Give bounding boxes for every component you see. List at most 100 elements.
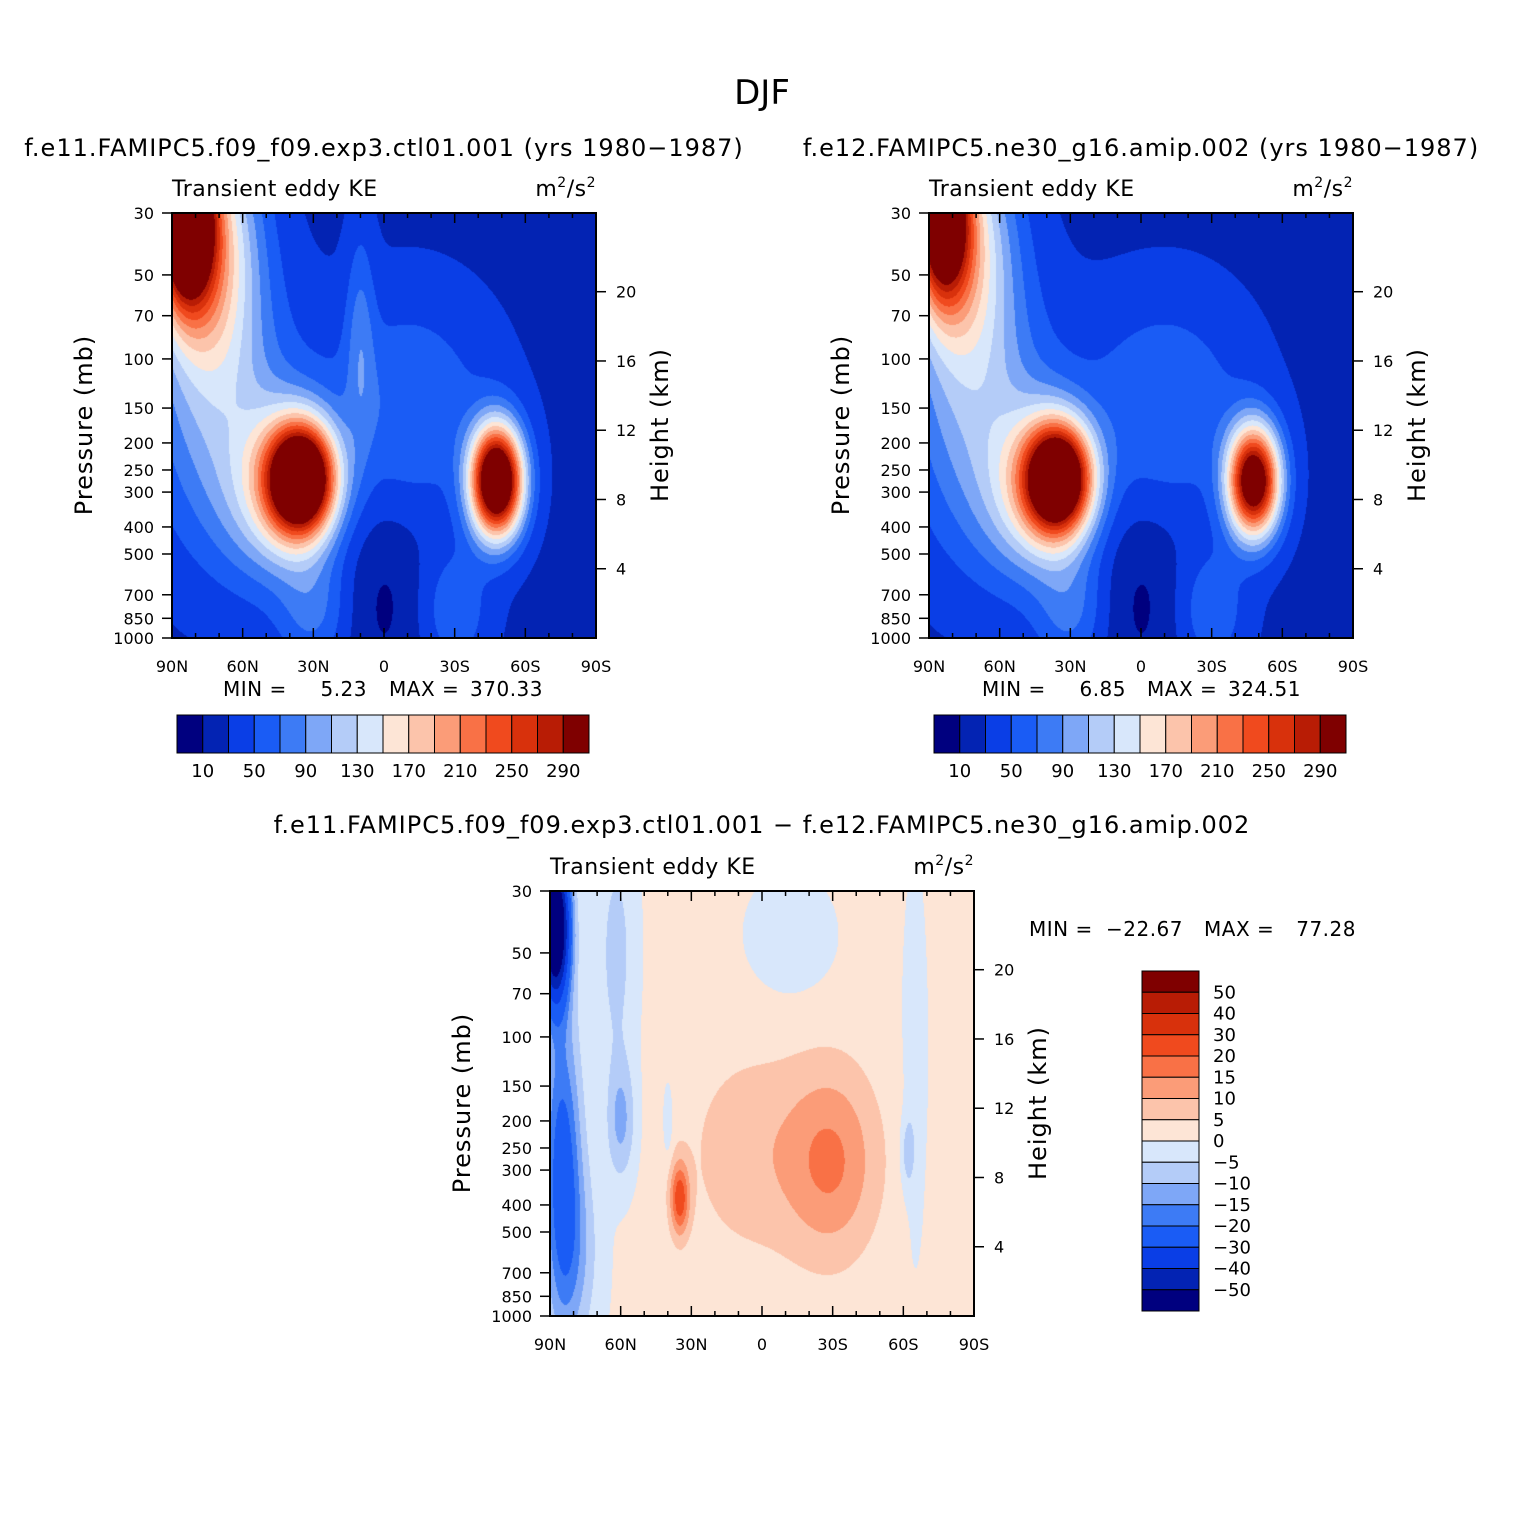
height-tick-label: 8 [616,490,626,509]
case1-title: f.e11.FAMIPC5.f09_f09.exp3.ctl01.001 (yr… [24,134,744,162]
case2-max-value: 324.51 [1228,677,1301,701]
y-tick-label: 50 [134,266,154,285]
height-tick-label: 12 [616,421,636,440]
y-tick-label: 70 [891,307,911,326]
y-tick-label: 200 [501,1112,532,1131]
height-tick-label: 4 [1373,560,1383,579]
height-tick-label: 16 [616,352,636,371]
colorbar-label: 130 [1097,761,1131,782]
colorbar-label: 90 [294,761,317,782]
colorbar-label: 90 [1051,761,1074,782]
panel-case2: f.e12.FAMIPC5.ne30_g16.amip.002 (yrs 198… [803,134,1478,782]
colorbar-label: 210 [1200,761,1234,782]
colorbar-swatch [1216,714,1244,754]
x-tick-label: 0 [1136,657,1146,676]
colorbar-swatch [537,714,564,754]
height-tick-label: 4 [616,560,626,579]
case2-max-label: MAX = [1147,677,1217,701]
y-tick-label: 50 [512,944,532,963]
x-tick-label: 30S [1196,657,1227,676]
height-tick-label: 4 [994,1238,1004,1257]
case1-right-ylabel: Height (km) [646,348,674,502]
colorbar-label: −30 [1213,1237,1251,1258]
difference-axes: 90N 60N 30N 0 30S 60S 90S 30 50 70 100 150 200 250 300… [491,882,1014,1354]
colorbar-swatch [176,714,204,754]
colorbar-swatch [1165,714,1192,754]
colorbar-swatch [356,714,384,754]
x-tick-label: 60S [888,1335,919,1354]
difference-heatmap [550,891,974,1316]
colorbar-swatch [562,714,590,754]
colorbar-swatch [1141,1268,1200,1291]
case1-colorbar: 10 50 90 130 170 210 250 290 [176,714,590,782]
colorbar-label: −40 [1213,1259,1251,1280]
height-tick-label: 20 [994,961,1014,980]
colorbar-swatch [1141,1246,1200,1269]
case1-min-label: MIN = [223,677,287,701]
difference-min-value: −22.67 [1106,917,1183,941]
colorbar-label: 10 [948,761,971,782]
case2-ylabel: Pressure (mb) [827,335,855,515]
figure-title: DJF [734,73,790,113]
colorbar-swatch [1319,714,1347,754]
colorbar-label: 210 [443,761,477,782]
height-tick-label: 8 [1373,490,1383,509]
x-tick-label: 60S [1267,657,1298,676]
y-tick-label: 70 [512,985,532,1004]
case1-heatmap [172,213,596,638]
colorbar-label: 170 [1149,761,1183,782]
colorbar-swatch [1268,714,1295,754]
colorbar-swatch [331,714,358,754]
y-tick-label: 250 [501,1139,532,1158]
case2-right-ylabel: Height (km) [1403,348,1431,502]
colorbar-swatch [228,714,255,754]
y-tick-label: 500 [501,1223,532,1242]
colorbar-swatch [1141,1161,1200,1184]
case1-max-label: MAX = [389,677,459,701]
case2-heatmap [929,213,1353,638]
y-tick-label: 70 [134,307,154,326]
y-tick-label: 200 [123,434,154,453]
height-tick-label: 8 [994,1168,1004,1187]
colorbar-swatch [1141,1183,1200,1206]
colorbar-label: 50 [1213,982,1236,1003]
colorbar-label: 10 [1213,1089,1236,1110]
x-tick-label: 60N [605,1335,637,1354]
x-tick-label: 30N [675,1335,707,1354]
colorbar-swatch [459,714,487,754]
colorbar-swatch [1088,714,1115,754]
case2-colorbar: 10 50 90 130 170 210 250 290 [933,714,1347,782]
x-tick-label: 90N [534,1335,566,1354]
y-tick-label: 1000 [491,1307,532,1326]
x-tick-label: 90S [959,1335,990,1354]
difference-min-label: MIN = [1029,917,1093,941]
colorbar-swatch [1141,1119,1200,1142]
y-tick-label: 400 [123,518,154,537]
y-tick-label: 1000 [870,629,911,648]
y-tick-label: 100 [123,350,154,369]
colorbar-swatch [1191,714,1218,754]
colorbar-label: 10 [191,761,214,782]
difference-ylabel: Pressure (mb) [448,1013,476,1193]
y-tick-label: 300 [123,483,154,502]
colorbar-swatch [959,714,986,754]
x-tick-label: 90N [913,657,945,676]
panel-difference: f.e11.FAMIPC5.f09_f09.exp3.ctl01.001 − f… [274,811,1356,1354]
colorbar-label: 50 [243,761,266,782]
y-tick-label: 400 [501,1196,532,1215]
y-tick-label: 850 [880,609,911,628]
colorbar-swatch [1010,714,1038,754]
difference-max-value: 77.28 [1296,917,1356,941]
y-tick-label: 300 [501,1161,532,1180]
height-tick-label: 20 [1373,283,1393,302]
colorbar-label: 250 [1252,761,1286,782]
y-tick-label: 250 [880,461,911,480]
colorbar-swatch [1036,714,1064,754]
case2-min-label: MIN = [982,677,1046,701]
difference-title: f.e11.FAMIPC5.f09_f09.exp3.ctl01.001 − f… [274,811,1251,839]
colorbar-label: −20 [1213,1216,1251,1237]
y-tick-label: 30 [891,204,911,223]
colorbar-swatch [279,714,307,754]
y-tick-label: 700 [123,586,154,605]
